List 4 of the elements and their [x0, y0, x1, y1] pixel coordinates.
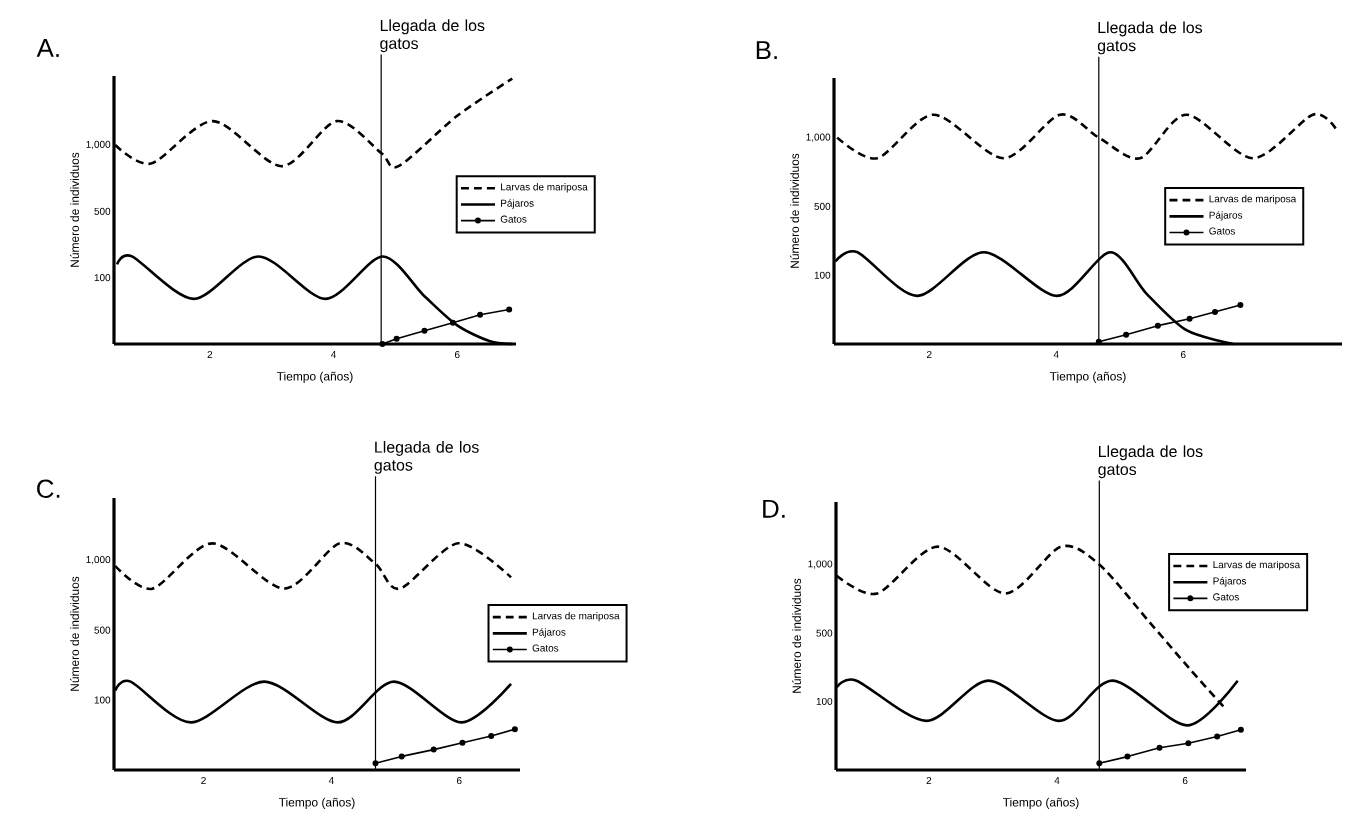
chart-title: B. [756, 41, 777, 59]
chart-title: A. [36, 39, 59, 57]
chart-title: D. [763, 499, 785, 518]
chart-title: C. [37, 479, 60, 498]
